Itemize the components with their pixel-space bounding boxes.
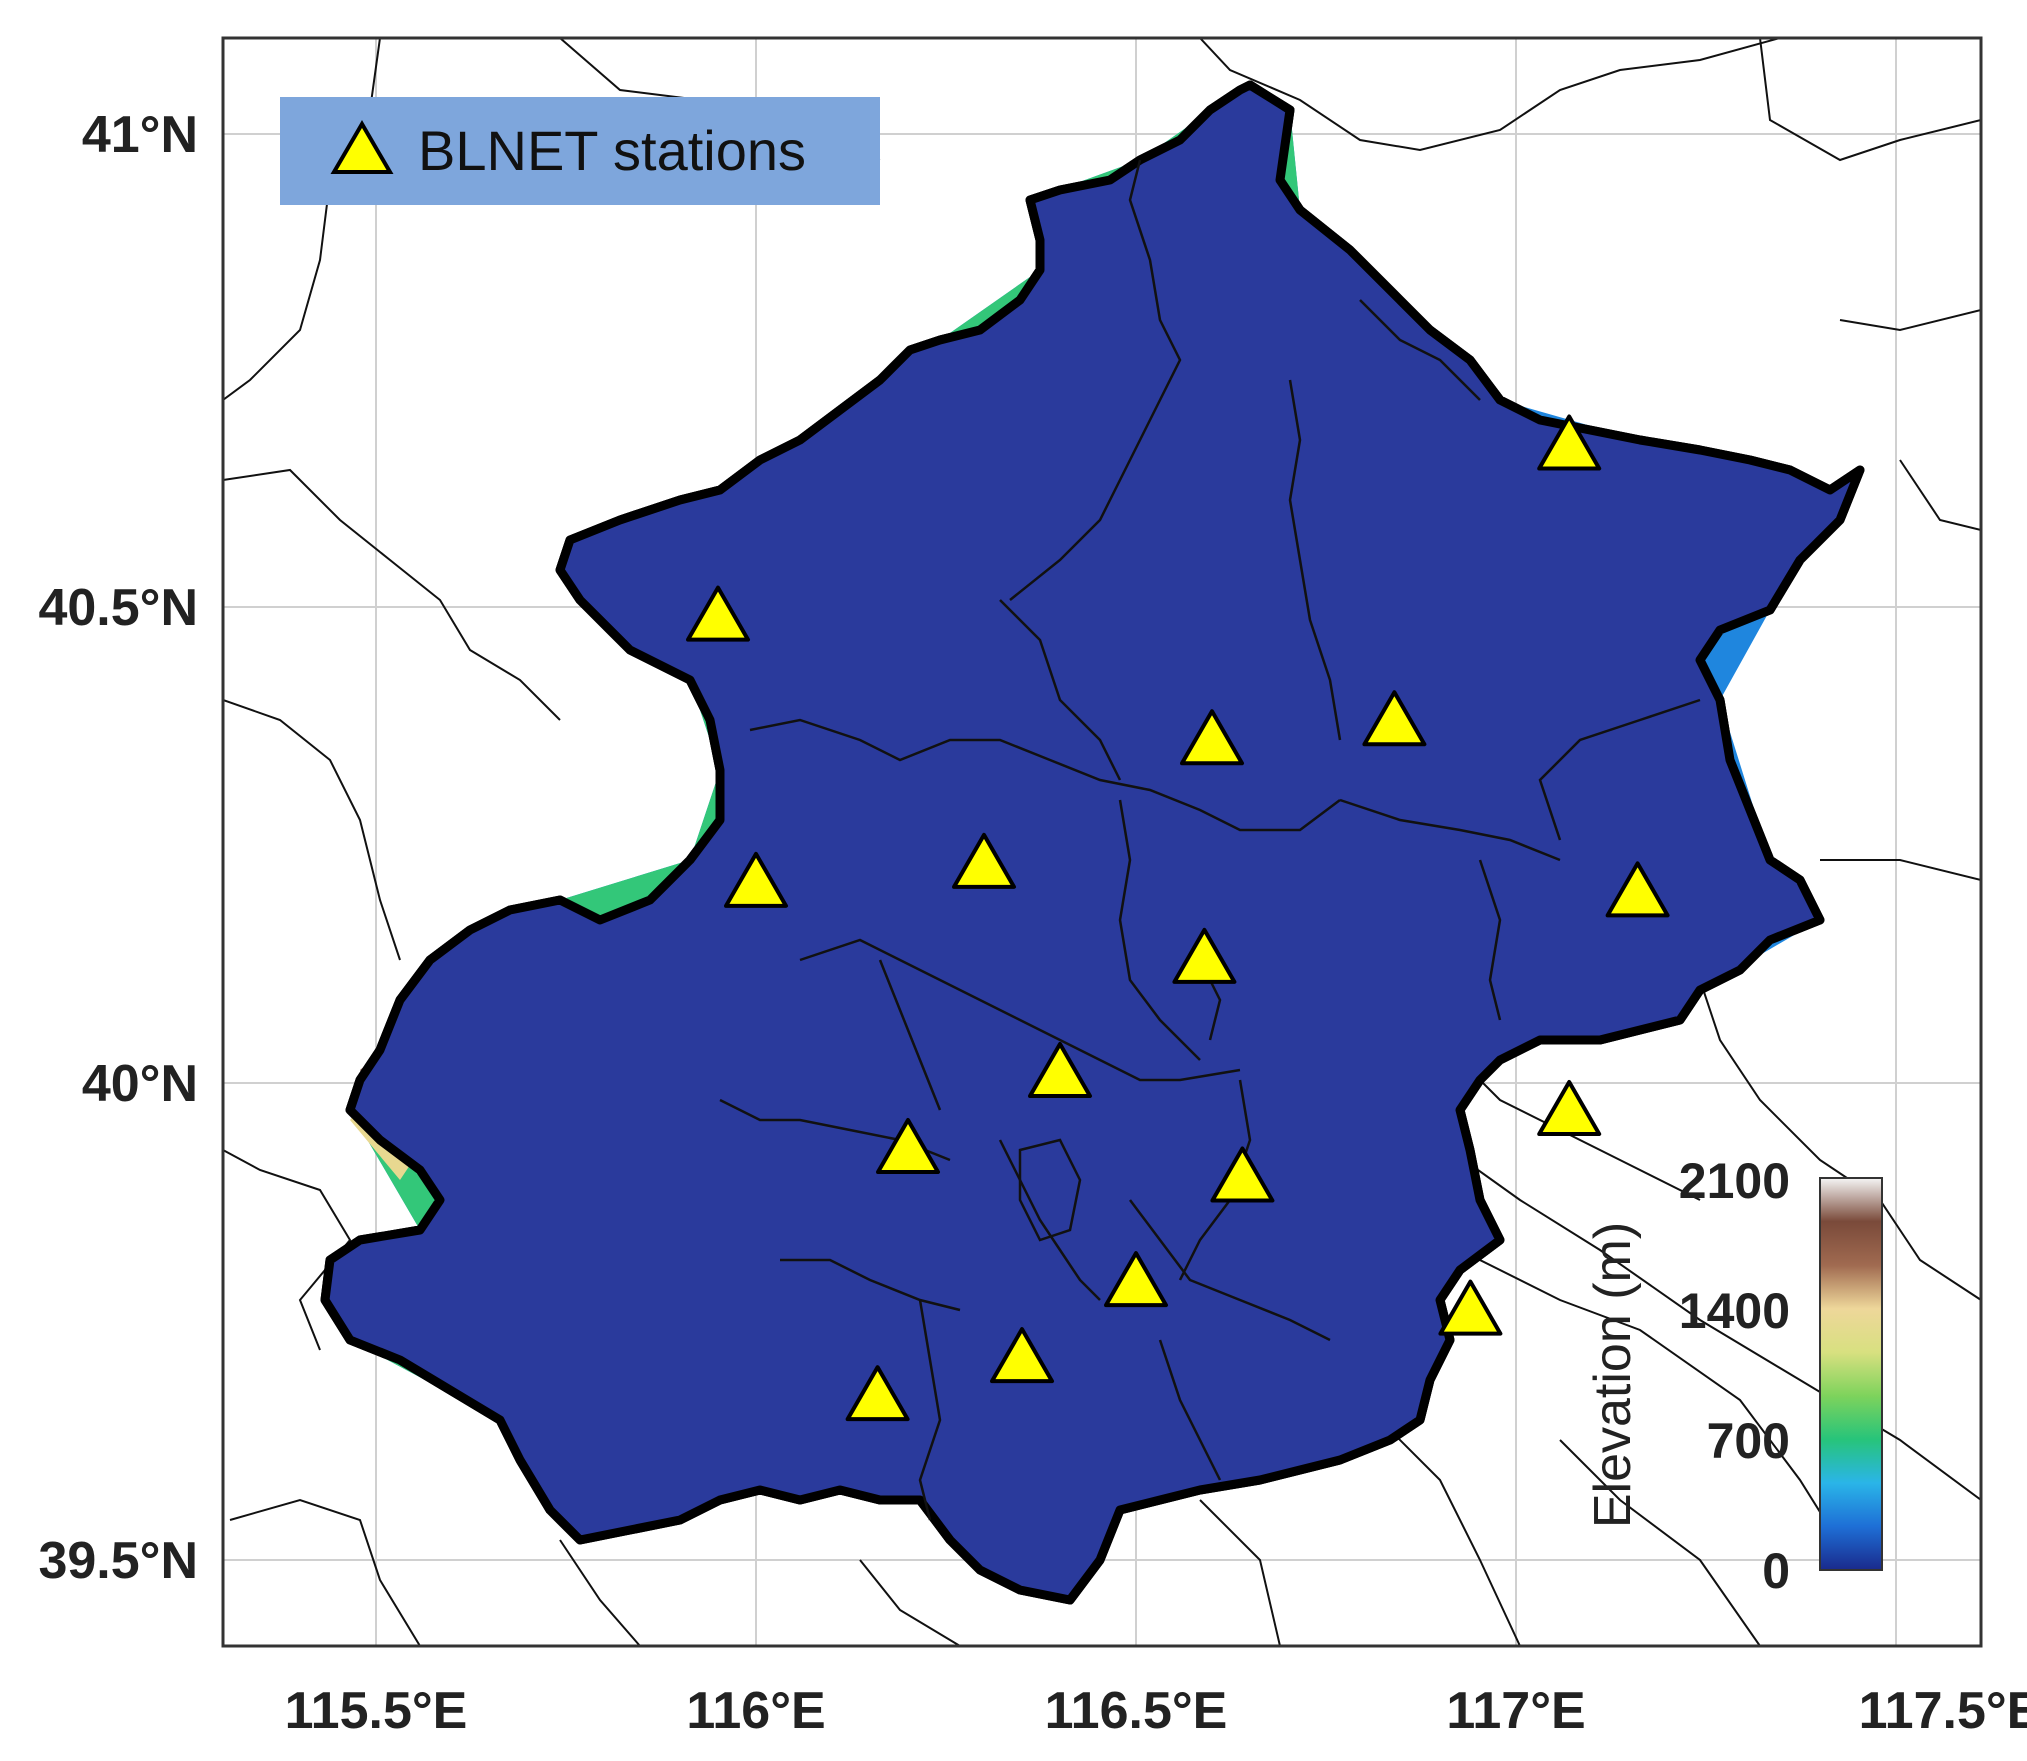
beijing-region — [320, 80, 1865, 1605]
y-tick-label: 40.5°N — [38, 579, 198, 637]
x-tick-label: 116°E — [686, 1682, 825, 1740]
station-marker-triangle-icon — [1028, 1041, 1092, 1098]
station-marker-triangle-icon — [876, 1118, 940, 1175]
colorbar-bar — [1819, 1177, 1883, 1571]
station-marker-triangle-icon — [724, 851, 788, 908]
station-marker-triangle-icon — [1104, 1251, 1168, 1308]
y-tick-label: 39.5°N — [38, 1532, 198, 1590]
legend-label: BLNET stations — [418, 119, 806, 182]
station-marker-triangle-icon — [1362, 690, 1427, 747]
legend-marker-triangle-icon — [330, 120, 394, 174]
y-tick-label: 41°N — [82, 106, 198, 164]
y-axis-tick-labels: 41°N 40.5°N 40°N 39.5°N — [38, 106, 198, 1590]
station-marker-triangle-icon — [1605, 861, 1670, 918]
x-tick-label: 116.5°E — [1045, 1682, 1228, 1740]
colorbar-tick-label: 0 — [1762, 1543, 1790, 1599]
district-boundaries — [719, 159, 1701, 1521]
x-tick-label: 117°E — [1446, 1682, 1585, 1740]
station-marker-triangle-icon — [990, 1327, 1054, 1384]
station-marker-triangle-icon — [1210, 1146, 1275, 1203]
x-tick-label: 117.5°E — [1859, 1682, 2027, 1740]
legend: BLNET stations — [280, 97, 880, 205]
stations-layer — [686, 414, 1670, 1422]
station-marker-triangle-icon — [1537, 1079, 1602, 1136]
x-axis-tick-labels: 115.5°E 116°E 116.5°E 117°E 117.5°E — [285, 1682, 2027, 1740]
station-marker-triangle-icon — [952, 832, 1016, 889]
station-marker-triangle-icon — [686, 585, 750, 642]
colorbar: 2100 1400 700 0 Elevation (m) — [1584, 1153, 1883, 1599]
station-marker-triangle-icon — [1180, 709, 1244, 766]
plot-frame — [221, 36, 1983, 1648]
colorbar-tick-label: 700 — [1707, 1413, 1790, 1469]
colorbar-title: Elevation (m) — [1584, 1222, 1642, 1528]
station-marker-triangle-icon — [1537, 414, 1602, 471]
station-marker-triangle-icon — [1438, 1279, 1503, 1336]
x-tick-label: 115.5°E — [285, 1682, 468, 1740]
colorbar-tick-label: 1400 — [1679, 1283, 1790, 1339]
y-tick-label: 40°N — [82, 1055, 198, 1113]
colorbar-tick-label: 2100 — [1679, 1153, 1790, 1209]
station-marker-triangle-icon — [845, 1365, 910, 1422]
station-marker-triangle-icon — [1172, 927, 1237, 984]
